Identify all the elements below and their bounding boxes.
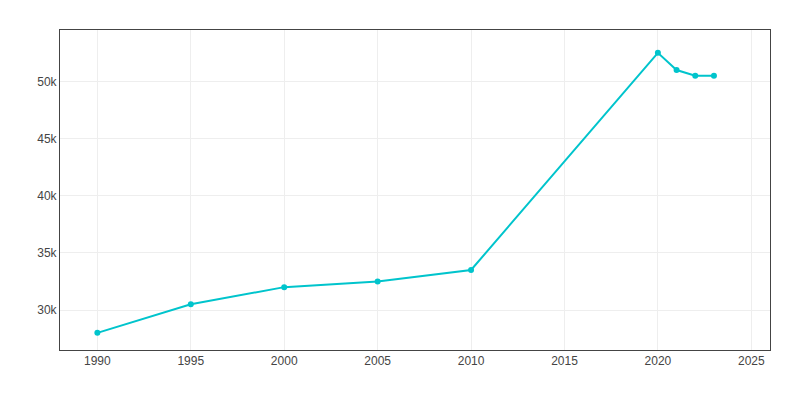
- svg-text:35k: 35k: [37, 246, 57, 260]
- svg-text:1995: 1995: [177, 354, 204, 368]
- svg-text:2025: 2025: [738, 354, 765, 368]
- svg-text:1990: 1990: [84, 354, 111, 368]
- svg-text:2000: 2000: [271, 354, 298, 368]
- svg-text:2015: 2015: [551, 354, 578, 368]
- svg-text:2020: 2020: [645, 354, 672, 368]
- svg-text:30k: 30k: [37, 303, 57, 317]
- svg-text:50k: 50k: [37, 75, 57, 89]
- svg-text:2005: 2005: [364, 354, 391, 368]
- svg-text:2010: 2010: [458, 354, 485, 368]
- svg-text:45k: 45k: [37, 132, 57, 146]
- svg-text:40k: 40k: [37, 189, 57, 203]
